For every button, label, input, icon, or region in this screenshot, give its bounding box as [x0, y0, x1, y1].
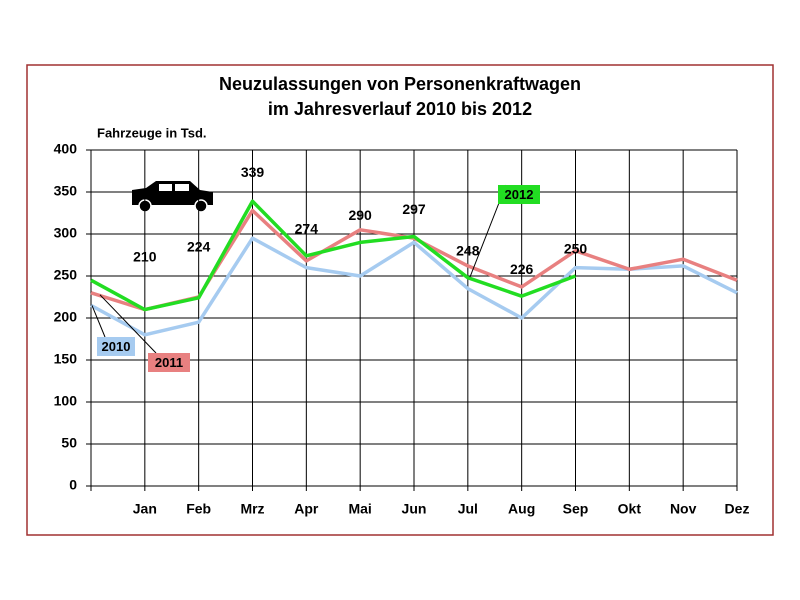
legend-leader: [91, 305, 106, 338]
data-label: 248: [456, 242, 480, 258]
data-label: 274: [295, 221, 319, 237]
legend-box: [148, 353, 190, 372]
legend-label: 2010: [102, 339, 131, 354]
x-tick-label: Feb: [186, 501, 211, 517]
x-tick-label: Jul: [458, 501, 478, 517]
y-tick-label: 400: [54, 141, 78, 157]
legend-box: [97, 337, 135, 356]
y-tick-label: 0: [69, 477, 77, 493]
chart-title: Neuzulassungen von Personenkraftwagen: [219, 74, 581, 94]
data-label: 224: [187, 239, 211, 255]
x-tick-label: Mai: [348, 501, 371, 517]
y-tick-label: 50: [61, 435, 77, 451]
legend-label: 2012: [505, 187, 534, 202]
x-tick-label: Jan: [133, 501, 157, 517]
y-tick-label: 250: [54, 267, 78, 283]
x-tick-label: Mrz: [240, 501, 264, 517]
series-line: [90, 199, 577, 312]
y-tick-label: 300: [54, 225, 78, 241]
car-icon: [132, 181, 213, 213]
data-label: 290: [348, 207, 372, 223]
x-tick-label: Okt: [618, 501, 642, 517]
x-tick-label: Apr: [294, 501, 319, 517]
y-tick-label: 150: [54, 351, 78, 367]
x-tick-label: Dez: [725, 501, 750, 517]
data-label: 339: [241, 164, 265, 180]
legend-box: [498, 185, 540, 204]
chart-subtitle: im Jahresverlauf 2010 bis 2012: [268, 99, 532, 119]
legend-leader: [99, 294, 157, 354]
data-label: 250: [564, 241, 588, 257]
x-tick-label: Nov: [670, 501, 697, 517]
y-axis-label: Fahrzeuge in Tsd.: [97, 125, 207, 140]
y-tick-label: 100: [54, 393, 78, 409]
legend-label: 2011: [155, 355, 183, 370]
x-tick-label: Sep: [563, 501, 589, 517]
y-tick-label: 200: [54, 309, 78, 325]
x-tick-label: Aug: [508, 501, 535, 517]
data-label: 226: [510, 261, 534, 277]
x-tick-label: Jun: [402, 501, 427, 517]
y-tick-label: 350: [54, 183, 78, 199]
frame: [26, 64, 774, 536]
data-label: 210: [133, 248, 157, 264]
data-label: 297: [402, 201, 426, 217]
